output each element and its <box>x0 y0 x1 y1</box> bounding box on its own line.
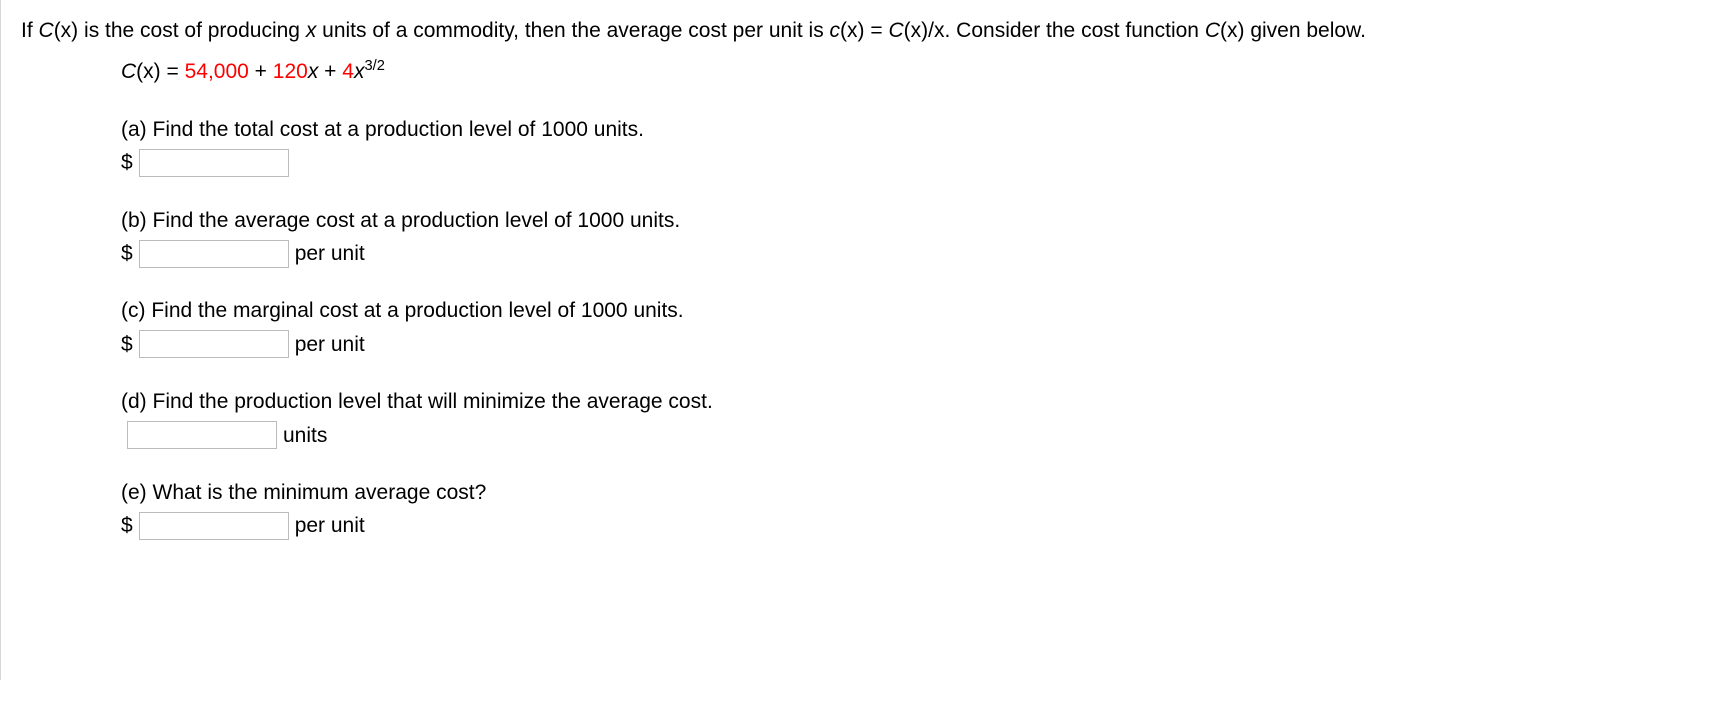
part-d: (d) Find the production level that will … <box>121 387 1692 450</box>
part-e-label: (e) What is the minimum average cost? <box>121 478 1692 507</box>
intro-text: If C(x) is the cost of producing x units… <box>21 16 1692 45</box>
eq-equals: = <box>161 60 185 83</box>
part-d-label: (d) Find the production level that will … <box>121 387 1692 416</box>
eq-term2-var: x <box>308 60 319 83</box>
var-c-arg: (x) <box>840 19 865 42</box>
cost-equation: C(x) = 54,000 + 120x + 4x3/2 <box>121 57 1692 86</box>
intro-seg: /x <box>928 19 944 42</box>
part-d-answer-row: units <box>121 421 1692 450</box>
part-a-label: (a) Find the total cost at a production … <box>121 115 1692 144</box>
part-a-answer-row: $ <box>121 148 1692 177</box>
eq-term3-var: x <box>354 60 365 83</box>
intro-seg: is the cost of producing <box>78 19 306 42</box>
part-a-input[interactable] <box>139 149 289 177</box>
part-c-input[interactable] <box>139 330 289 358</box>
part-e: (e) What is the minimum average cost? $ … <box>121 478 1692 541</box>
dollar-sign: $ <box>121 148 133 177</box>
intro-seg: = <box>865 19 889 42</box>
part-b-suffix: per unit <box>295 239 365 268</box>
part-a: (a) Find the total cost at a production … <box>121 115 1692 178</box>
dollar-sign: $ <box>121 511 133 540</box>
eq-plus: + <box>249 60 273 83</box>
part-e-answer-row: $ per unit <box>121 511 1692 540</box>
var-C-arg: (x) <box>904 19 929 42</box>
dollar-sign: $ <box>121 239 133 268</box>
part-d-input[interactable] <box>127 421 277 449</box>
eq-term3-coef: 4 <box>342 60 354 83</box>
var-C: C <box>888 19 903 42</box>
part-b-label: (b) Find the average cost at a productio… <box>121 206 1692 235</box>
eq-plus: + <box>318 60 342 83</box>
problem-page: If C(x) is the cost of producing x units… <box>0 0 1712 680</box>
eq-lhs-C: C <box>121 60 136 83</box>
eq-term3-exp: 3/2 <box>364 58 384 74</box>
part-e-input[interactable] <box>139 512 289 540</box>
intro-seg: If <box>21 19 39 42</box>
intro-seg: given below. <box>1244 19 1365 42</box>
part-b-answer-row: $ per unit <box>121 239 1692 268</box>
var-C: C <box>1205 19 1220 42</box>
dollar-sign: $ <box>121 330 133 359</box>
part-c-suffix: per unit <box>295 330 365 359</box>
part-d-suffix: units <box>283 421 327 450</box>
part-b-input[interactable] <box>139 240 289 268</box>
var-x: x <box>306 19 317 42</box>
eq-term2-coef: 120 <box>273 60 308 83</box>
part-c-label: (c) Find the marginal cost at a producti… <box>121 296 1692 325</box>
eq-lhs-arg: (x) <box>136 60 161 83</box>
part-e-suffix: per unit <box>295 511 365 540</box>
var-C: C <box>39 19 54 42</box>
intro-seg: units of a commodity, then the average c… <box>316 19 829 42</box>
part-c-answer-row: $ per unit <box>121 330 1692 359</box>
var-c: c <box>830 19 841 42</box>
intro-seg: . Consider the cost function <box>945 19 1205 42</box>
var-C-arg: (x) <box>54 19 79 42</box>
part-b: (b) Find the average cost at a productio… <box>121 206 1692 269</box>
var-C-arg: (x) <box>1220 19 1245 42</box>
eq-term1: 54,000 <box>185 60 249 83</box>
part-c: (c) Find the marginal cost at a producti… <box>121 296 1692 359</box>
